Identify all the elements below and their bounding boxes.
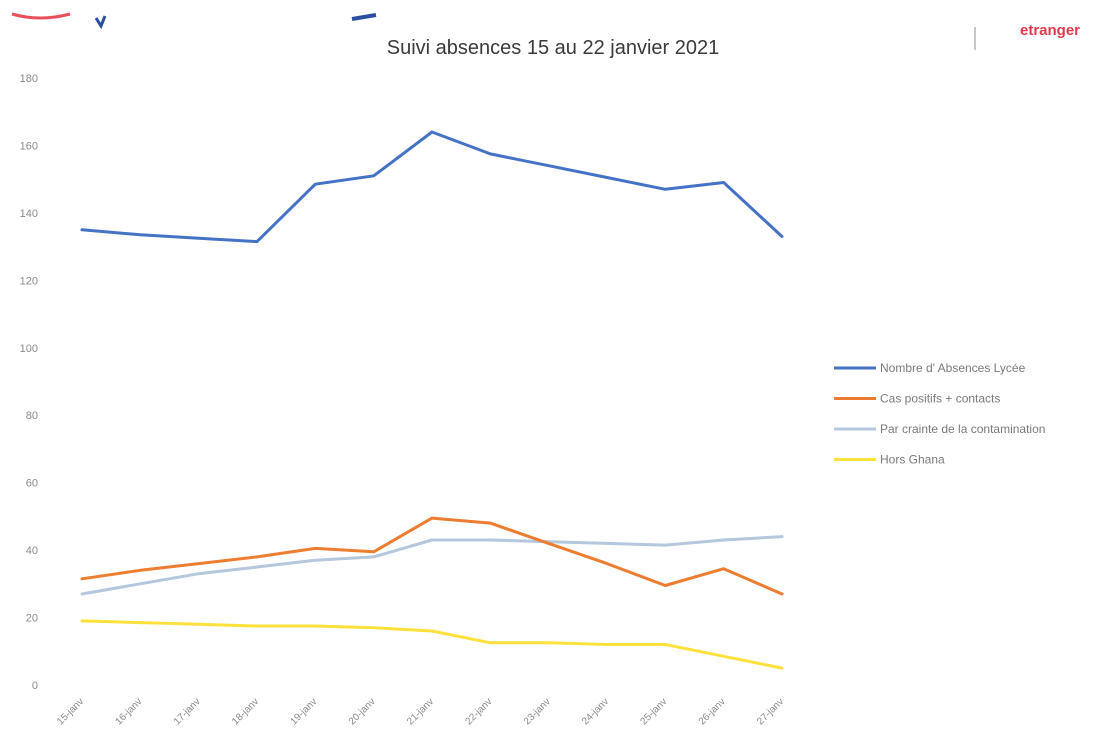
red-swoosh-fragment — [11, 12, 71, 20]
x-tick-label: 19-janv — [288, 696, 319, 727]
y-tick-label: 100 — [20, 343, 38, 355]
legend: Nombre d' Absences Lycée Cas positifs + c… — [834, 361, 1045, 467]
x-tick-label: 27-janv — [755, 696, 786, 727]
series-line — [80, 516, 784, 596]
x-tick-label: 16-janv — [113, 696, 144, 727]
y-tick-label: 60 — [26, 478, 38, 490]
y-tick-label: 80 — [26, 410, 38, 422]
y-tick-label: 180 — [20, 73, 38, 85]
x-axis: 15-janv 16-janv 17-janv 18-janv 19-janv 20-ja… — [55, 696, 786, 727]
series-line — [80, 535, 784, 596]
y-tick-label: 20 — [26, 613, 38, 625]
y-axis: 0 20 40 60 80 100 120 140 160 180 — [20, 73, 38, 692]
x-tick-label: 22-janv — [463, 696, 494, 727]
legend-label: Hors Ghana — [880, 453, 945, 467]
legend-label: Cas positifs + contacts — [880, 392, 1000, 406]
y-tick-label: 40 — [26, 545, 38, 557]
x-tick-label: 24-janv — [580, 696, 611, 727]
blue-dash-fragment — [351, 13, 377, 21]
x-tick-label: 21-janv — [405, 696, 436, 727]
y-tick-label: 120 — [20, 275, 38, 287]
series-lines — [80, 130, 784, 670]
header-fragments: etranger — [11, 12, 1080, 50]
series-line — [80, 130, 784, 244]
series-line — [80, 619, 784, 670]
legend-label: Nombre d' Absences Lycée — [880, 361, 1026, 375]
x-tick-label: 26-janv — [697, 696, 728, 727]
x-tick-label: 15-janv — [55, 696, 86, 727]
x-tick-label: 18-janv — [230, 696, 261, 727]
corner-label: etranger — [1020, 22, 1080, 39]
x-tick-label: 17-janv — [172, 696, 203, 727]
y-tick-label: 140 — [20, 208, 38, 220]
legend-label: Par crainte de la contamination — [880, 422, 1045, 436]
y-tick-label: 160 — [20, 140, 38, 152]
x-tick-label: 25-janv — [638, 696, 669, 727]
chart-title: Suivi absences 15 au 22 janvier 2021 — [387, 37, 719, 59]
blue-check-fragment — [94, 15, 107, 30]
x-tick-label: 20-janv — [347, 696, 378, 727]
x-tick-label: 23-janv — [522, 696, 553, 727]
y-tick-label: 0 — [32, 680, 38, 692]
